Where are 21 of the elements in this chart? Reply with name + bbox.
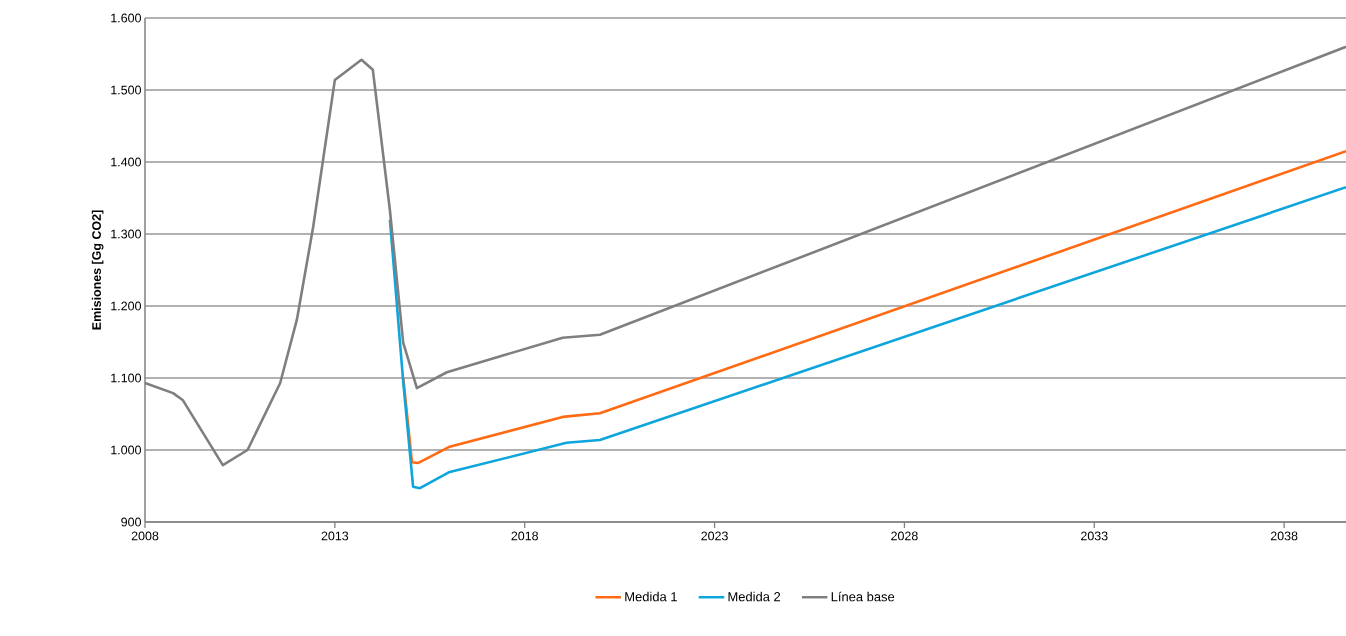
y-tick-label: 1.400 [111, 157, 141, 167]
y-tick-label: 1.200 [111, 301, 141, 311]
y-tick-label: 1.100 [111, 373, 141, 383]
legend-label: Medida 2 [728, 591, 781, 602]
y-tick-label: 1.500 [111, 85, 141, 95]
legend-label: Medida 1 [625, 591, 677, 602]
y-tick-label: 1.000 [111, 445, 141, 455]
x-tick-label: 2008 [131, 531, 159, 541]
y-axis-title: Emisiones [Gg CO2] [91, 210, 104, 330]
line-series [388, 185, 1346, 490]
legend-label: Línea base [831, 591, 895, 602]
y-tick-label: 1.600 [111, 13, 141, 23]
x-tick-label: 2033 [1081, 531, 1108, 541]
line-series [401, 149, 1346, 465]
x-tick-label: 2018 [511, 531, 539, 541]
x-tick-label: 2023 [701, 531, 728, 541]
x-tick-label: 2028 [891, 531, 918, 541]
x-tick-label: 2038 [1270, 531, 1298, 541]
y-tick-label: 900 [121, 517, 141, 527]
y-tick-label: 1.300 [111, 229, 141, 239]
x-tick-label: 2013 [321, 531, 349, 541]
